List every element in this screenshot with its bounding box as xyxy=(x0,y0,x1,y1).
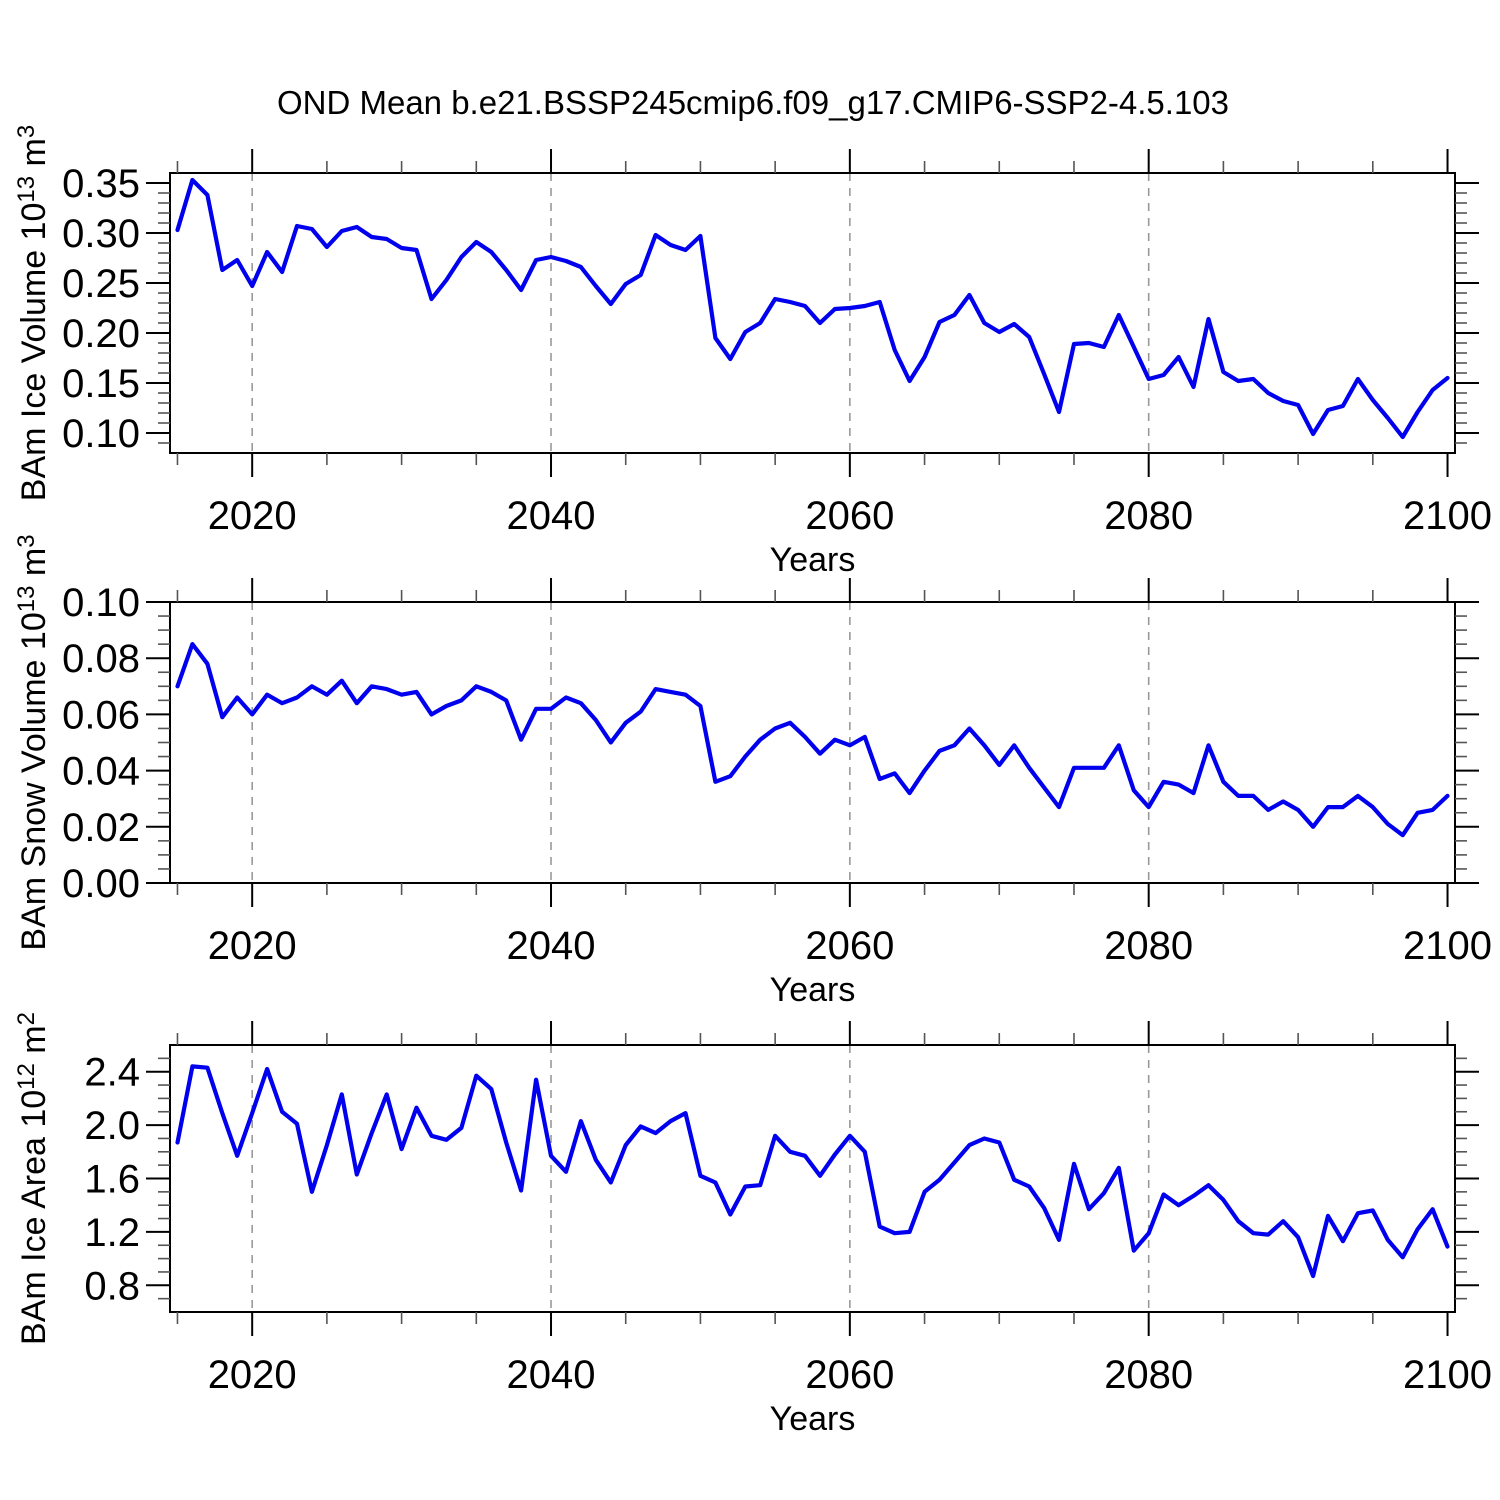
y-axis-label: BAm Ice Area 1012 m2 xyxy=(13,1012,53,1345)
panel-ice-area: 2020 2040 2060 2080 2100 0.8 1.2 1.6 2.0 2.4 Years… xyxy=(13,1012,1492,1438)
svg-text:2040: 2040 xyxy=(507,1353,596,1397)
svg-text:0.30: 0.30 xyxy=(62,212,140,256)
svg-text:2020: 2020 xyxy=(208,924,297,968)
x-axis-label: Years xyxy=(770,971,856,1009)
svg-text:2080: 2080 xyxy=(1104,924,1193,968)
svg-text:2020: 2020 xyxy=(208,494,297,538)
svg-text:2.4: 2.4 xyxy=(84,1051,140,1095)
svg-text:0.8: 0.8 xyxy=(84,1264,140,1308)
svg-text:0.04: 0.04 xyxy=(62,750,140,794)
svg-text:2080: 2080 xyxy=(1104,494,1193,538)
svg-text:0.15: 0.15 xyxy=(62,362,140,406)
axes-ticks: 2020 2040 2060 2080 2100 0.00 0.02 0.04 0.06 0.08… xyxy=(62,578,1492,968)
svg-text:2100: 2100 xyxy=(1403,1353,1492,1397)
svg-text:2020: 2020 xyxy=(208,1353,297,1397)
svg-text:1.6: 1.6 xyxy=(84,1158,140,1202)
svg-text:2080: 2080 xyxy=(1104,1353,1193,1397)
svg-text:0.06: 0.06 xyxy=(62,693,140,737)
svg-text:0.10: 0.10 xyxy=(62,581,140,625)
svg-text:0.25: 0.25 xyxy=(62,262,140,306)
svg-text:2040: 2040 xyxy=(507,924,596,968)
plot-frame xyxy=(169,1044,1456,1313)
svg-text:2040: 2040 xyxy=(507,494,596,538)
svg-text:2060: 2060 xyxy=(805,924,894,968)
svg-text:0.00: 0.00 xyxy=(62,862,140,906)
series-line-snow-volume xyxy=(175,641,1450,838)
svg-text:1.2: 1.2 xyxy=(84,1211,140,1255)
svg-text:0.35: 0.35 xyxy=(62,162,140,206)
axes-ticks: 2020 2040 2060 2080 2100 0.8 1.2 1.6 2.0 2.4 xyxy=(84,1021,1492,1397)
series-line-ice-area xyxy=(175,1064,1450,1279)
svg-text:0.08: 0.08 xyxy=(62,637,140,681)
y-axis-label: BAm Snow Volume 1013 m3 xyxy=(13,534,53,950)
series-line-ice-volume xyxy=(175,177,1450,440)
panel-ice-volume: 2020 2040 2060 2080 2100 0.10 0.15 0.20 0.25 0.30… xyxy=(13,125,1492,579)
svg-text:0.20: 0.20 xyxy=(62,312,140,356)
svg-text:2100: 2100 xyxy=(1403,494,1492,538)
gridlines xyxy=(251,602,1150,883)
panel-snow-volume: 2020 2040 2060 2080 2100 0.00 0.02 0.04 0.06 0.08… xyxy=(13,534,1492,1009)
svg-text:2060: 2060 xyxy=(805,1353,894,1397)
svg-text:2060: 2060 xyxy=(805,494,894,538)
x-axis-label: Years xyxy=(770,1400,856,1438)
x-axis-label: Years xyxy=(770,541,856,579)
chart-title: OND Mean b.e21.BSSP245cmip6.f09_g17.CMIP… xyxy=(276,84,1230,121)
svg-text:2100: 2100 xyxy=(1403,924,1492,968)
svg-text:0.02: 0.02 xyxy=(62,806,140,850)
axes-ticks: 2020 2040 2060 2080 2100 0.10 0.15 0.20 0.25 0.30… xyxy=(62,149,1492,538)
svg-text:0.10: 0.10 xyxy=(62,412,140,456)
gridlines xyxy=(251,173,1150,453)
svg-text:2.0: 2.0 xyxy=(84,1104,140,1148)
y-axis-label: BAm Ice Volume 1013 m3 xyxy=(13,125,53,501)
